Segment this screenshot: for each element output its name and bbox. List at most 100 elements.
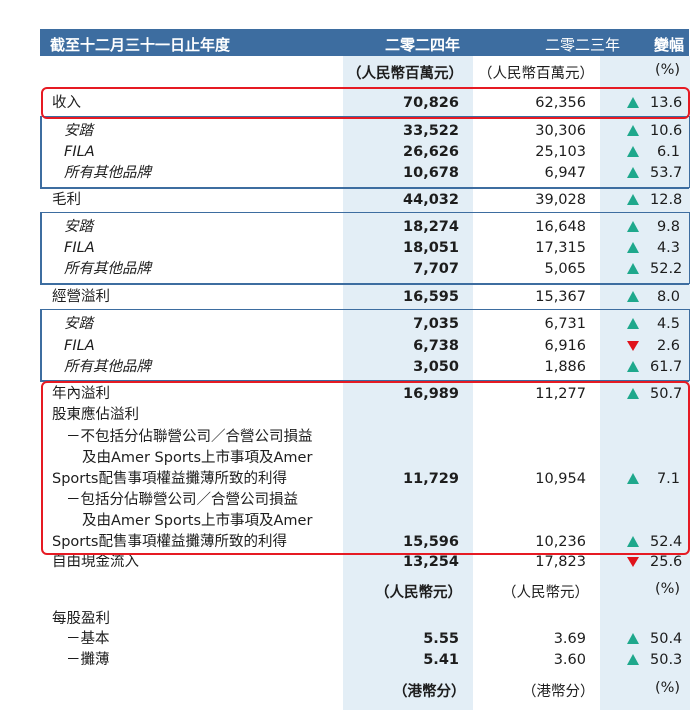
- divider: [40, 284, 689, 285]
- up-triangle-icon: [626, 384, 640, 404]
- value-2024: 16,989: [403, 386, 459, 402]
- row-label: 所有其他品牌: [64, 165, 151, 181]
- up-triangle-icon: [626, 287, 640, 307]
- value-2024: 5.41: [423, 652, 459, 668]
- up-triangle-icon: [626, 121, 640, 141]
- down-triangle-icon: [626, 552, 640, 572]
- value-2023: 5,065: [544, 261, 586, 277]
- value-2024: 15,596: [403, 534, 459, 550]
- value-2024: 10,678: [403, 165, 459, 181]
- value-change: 52.4: [650, 534, 683, 550]
- value-2024: 33,522: [403, 123, 459, 139]
- up-triangle-icon: [626, 532, 640, 552]
- row-label: FILA: [64, 144, 95, 160]
- op-brand-box: [40, 309, 690, 381]
- value-2023: 10,954: [535, 471, 586, 487]
- up-triangle-icon: [627, 263, 639, 274]
- up-triangle-icon: [626, 357, 640, 377]
- col-change-highlight: [600, 56, 690, 710]
- value-2023: 17,823: [535, 554, 586, 570]
- header-2023: 二零二三年: [545, 36, 621, 54]
- row-label: 每股盈利: [52, 611, 110, 627]
- value-2023: 62,356: [535, 95, 586, 111]
- header-change: 變幅: [654, 36, 685, 54]
- value-2024: 70,826: [403, 95, 459, 111]
- up-triangle-icon: [626, 650, 640, 670]
- value-change: 4.3: [656, 240, 680, 256]
- value-change: 13.6: [650, 95, 683, 111]
- value-2024: 13,254: [403, 554, 459, 570]
- value-2024: 11,729: [403, 471, 459, 487]
- up-triangle-icon: [627, 97, 639, 108]
- up-triangle-icon: [627, 291, 639, 302]
- row-label: 及由Amer Sports上市事項及Amer: [82, 513, 313, 529]
- col-2024-highlight: [343, 56, 473, 710]
- row-label: 及由Amer Sports上市事項及Amer: [82, 450, 313, 466]
- up-triangle-icon: [627, 242, 639, 253]
- value-2023: 6,731: [544, 316, 586, 332]
- value-2023: 25,103: [535, 144, 586, 160]
- value-change: 7.1: [656, 471, 680, 487]
- up-triangle-icon: [626, 93, 640, 113]
- row-label: 所有其他品牌: [64, 261, 151, 277]
- up-triangle-icon: [626, 629, 640, 649]
- value-change: 61.7: [650, 359, 683, 375]
- value-change: 9.8: [656, 219, 680, 235]
- up-triangle-icon: [627, 473, 639, 484]
- up-triangle-icon: [627, 361, 639, 372]
- value-2023: 6,947: [544, 165, 586, 181]
- header-2024: 二零二四年: [385, 36, 461, 54]
- value-2023: 16,648: [535, 219, 586, 235]
- value-2023: 1,886: [544, 359, 586, 375]
- value-change: 50.7: [650, 386, 683, 402]
- row-label: 股東應佔溢利: [52, 407, 139, 423]
- up-triangle-icon: [627, 318, 639, 329]
- table-header: 截至十二月三十一日止年度 二零二四年 二零二三年 變幅: [40, 29, 689, 56]
- value-change: 52.2: [650, 261, 683, 277]
- row-label: 安踏: [64, 123, 93, 139]
- value-2023: 39,028: [535, 192, 586, 208]
- up-triangle-icon: [627, 125, 639, 136]
- value-2024: 3,050: [413, 359, 459, 375]
- up-triangle-icon: [627, 633, 639, 644]
- row-label: 安踏: [64, 219, 93, 235]
- value-2023: 10,236: [535, 534, 586, 550]
- gp-brand-box: [40, 212, 690, 284]
- value-2024: 26,626: [403, 144, 459, 160]
- value-change: 4.5: [656, 316, 680, 332]
- down-triangle-icon: [626, 336, 640, 356]
- value-change: 12.8: [650, 192, 683, 208]
- row-label: 經營溢利: [52, 289, 110, 305]
- up-triangle-icon: [626, 469, 640, 489]
- value-change: 25.6: [650, 554, 683, 570]
- row-label: －基本: [66, 631, 110, 647]
- row-label: FILA: [64, 240, 95, 256]
- value-2024: 6,738: [413, 338, 459, 354]
- row-label: 年內溢利: [52, 386, 110, 402]
- row-label: Sports配售事項權益攤薄所致的利得: [52, 471, 287, 487]
- value-2024: 18,051: [403, 240, 459, 256]
- row-label: 收入: [52, 95, 81, 111]
- down-triangle-icon: [627, 341, 639, 351]
- unit-change: (%): [655, 680, 681, 696]
- down-triangle-icon: [627, 557, 639, 567]
- up-triangle-icon: [627, 167, 639, 178]
- up-triangle-icon: [627, 194, 639, 205]
- value-2024: 5.55: [423, 631, 459, 647]
- row-label: －攤薄: [66, 652, 110, 668]
- row-label: 安踏: [64, 316, 93, 332]
- unit-2024: （人民幣百萬元）: [347, 66, 463, 82]
- up-triangle-icon: [626, 163, 640, 183]
- up-triangle-icon: [626, 238, 640, 258]
- row-label: 毛利: [52, 192, 81, 208]
- value-2024: 7,707: [413, 261, 459, 277]
- value-2023: 3.69: [553, 631, 586, 647]
- value-change: 6.1: [656, 144, 680, 160]
- row-label: －不包括分佔聯營公司／合營公司損益: [66, 429, 313, 445]
- up-triangle-icon: [626, 217, 640, 237]
- up-triangle-icon: [627, 654, 639, 665]
- unit-2023: （人民幣元）: [502, 585, 589, 601]
- row-label: －包括分佔聯營公司／合營公司損益: [66, 492, 298, 508]
- unit-2023: （港幣分）: [522, 684, 595, 700]
- value-2024: 16,595: [403, 289, 459, 305]
